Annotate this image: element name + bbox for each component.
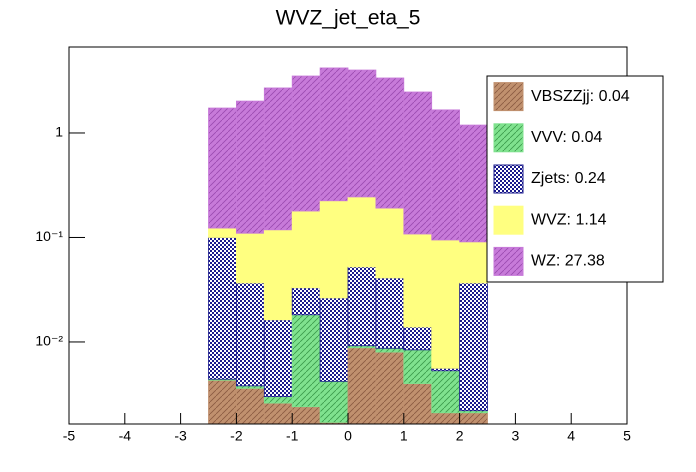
bar: [208, 107, 237, 229]
bar: [375, 77, 405, 209]
legend-swatch: [493, 123, 524, 153]
bar: [459, 412, 488, 425]
x-tick-label: 0: [344, 428, 352, 444]
bar: [375, 207, 405, 279]
bar: [347, 347, 377, 425]
bar: [235, 100, 265, 234]
bar: [431, 109, 461, 241]
y-tick-label: 1: [55, 124, 63, 140]
x-tick-label: 5: [623, 428, 631, 444]
bar: [431, 370, 461, 414]
legend-swatch: [493, 164, 524, 194]
legend-label: WVZ: 1.14: [531, 211, 607, 228]
bar: [431, 239, 461, 369]
legend-swatch: [493, 205, 524, 235]
bar: [431, 412, 461, 425]
legend: VBSZZjj: 0.04 VVV: 0.04 Zjets: 0.24 WVZ: 1.…: [486, 75, 664, 283]
x-tick-label: -5: [63, 428, 76, 444]
x-tick-label: 3: [512, 428, 520, 444]
bar: [208, 237, 237, 380]
x-tick-label: -2: [230, 428, 243, 444]
x-tick-label: 1: [400, 428, 408, 444]
bar: [291, 287, 321, 316]
bar: [403, 233, 433, 328]
x-tick-label: 4: [567, 428, 575, 444]
bar: [263, 229, 293, 321]
y-tick-label: 10⁻²: [35, 333, 63, 349]
bar: [347, 69, 377, 198]
bar: [459, 282, 488, 412]
bar: [403, 91, 433, 235]
legend-label: VVV: 0.04: [531, 129, 603, 146]
bar: [319, 200, 349, 299]
y-tick-label: 10⁻¹: [35, 228, 63, 244]
bar: [403, 326, 433, 351]
bar: [459, 124, 488, 243]
legend-swatch: [493, 246, 524, 276]
legend-label: WZ: 27.38: [531, 253, 605, 270]
bar: [375, 351, 405, 425]
bar: [291, 75, 321, 212]
x-tick-label: -3: [174, 428, 187, 444]
bar: [263, 87, 293, 231]
bar: [208, 227, 237, 238]
legend-label: Zjets: 0.24: [531, 170, 606, 187]
plot-area: [208, 67, 488, 425]
bar: [291, 406, 321, 425]
bar: [235, 387, 265, 425]
bar: [375, 347, 405, 353]
bar: [459, 241, 488, 284]
bar: [263, 402, 293, 425]
bar: [263, 319, 293, 397]
bar: [208, 379, 237, 425]
bar: [319, 380, 349, 423]
bar: [291, 210, 321, 289]
x-tick-label: 2: [456, 428, 464, 444]
chart-title: WVZ_jet_eta_5: [276, 7, 421, 30]
bar: [319, 67, 349, 202]
bar: [235, 282, 265, 387]
bar: [403, 383, 433, 425]
bar: [319, 297, 349, 382]
bar: [291, 314, 321, 408]
legend-swatch: [493, 82, 524, 112]
bar: [347, 196, 377, 268]
x-tick-label: -4: [119, 428, 132, 444]
bar: [347, 266, 377, 347]
bar: [263, 396, 293, 404]
legend-label: VBSZZjj: 0.04: [531, 88, 630, 105]
bar: [403, 349, 433, 384]
bar: [235, 232, 265, 284]
x-tick-label: -1: [286, 428, 299, 444]
bar: [375, 277, 405, 349]
